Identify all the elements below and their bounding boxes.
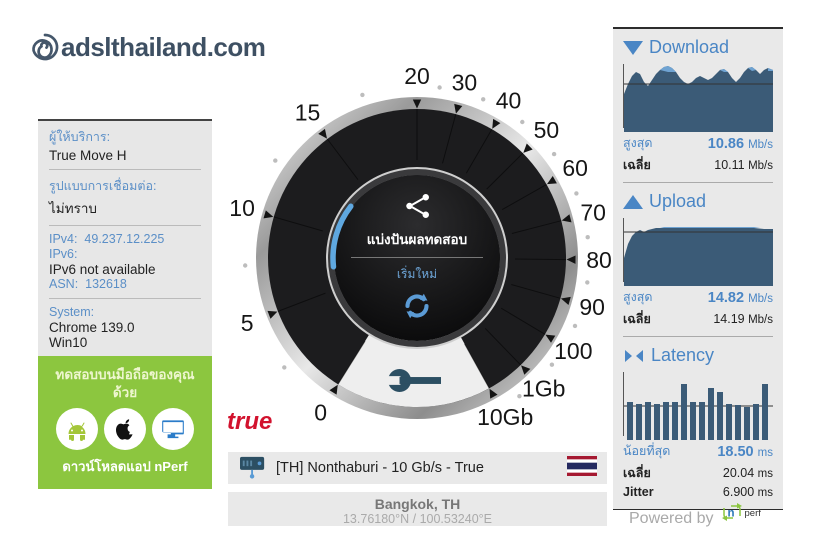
svg-text:n: n <box>727 508 734 520</box>
svg-text:perf: perf <box>744 508 761 519</box>
